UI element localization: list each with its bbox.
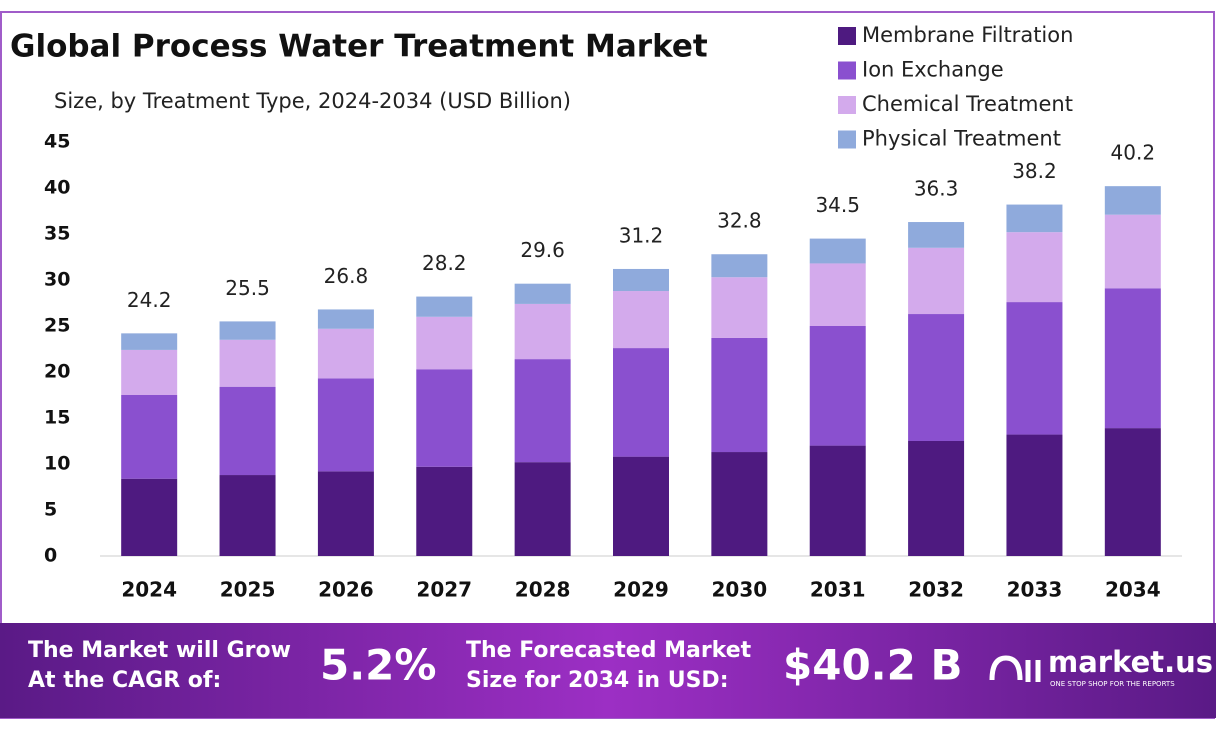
bar-segment (514, 303, 571, 360)
bar-segment (219, 321, 276, 340)
cagr-text: The Market will Grow At the CAGR of: (28, 638, 291, 693)
bar-segment (121, 349, 178, 395)
bar-segment (1104, 428, 1161, 556)
x-tick-label: 2033 (1007, 578, 1063, 602)
x-tick-label: 2030 (712, 578, 768, 602)
x-tick-label: 2031 (810, 578, 866, 602)
x-tick-label: 2028 (515, 578, 571, 602)
forecast-text: The Forecasted Market Size for 2034 in U… (466, 638, 752, 693)
bar-segment (711, 337, 768, 453)
chart-subtitle: Size, by Treatment Type, 2024-2034 (USD … (54, 89, 571, 113)
bar-segment (711, 452, 768, 556)
bar-segment (711, 277, 768, 338)
bar-segment (809, 263, 866, 326)
bar-segment (416, 369, 473, 467)
bar-segment (1006, 434, 1063, 556)
total-label: 38.2 (1012, 159, 1057, 183)
bar-segment (1104, 214, 1161, 289)
bar-segment (121, 395, 178, 479)
bar-segment (613, 268, 669, 292)
legend-swatch (838, 130, 856, 149)
bar-segment (908, 314, 965, 441)
total-label: 32.8 (717, 209, 762, 233)
bar-segment (1104, 288, 1161, 429)
bar-segment (416, 466, 473, 556)
bar-segment (809, 445, 866, 556)
bar-segment (908, 222, 965, 248)
y-tick-label: 0 (44, 545, 57, 567)
forecast-value: $40.2 B (783, 641, 962, 690)
x-tick-label: 2034 (1105, 578, 1161, 602)
brand-logo (989, 655, 1041, 682)
x-tick-label: 2025 (220, 578, 276, 602)
bar-segment (514, 283, 571, 304)
y-tick-label: 45 (44, 131, 70, 153)
chart-title: Global Process Water Treatment Market (10, 29, 708, 65)
brand: market.us (1048, 645, 1213, 679)
y-tick-label: 35 (44, 223, 70, 245)
x-tick-label: 2032 (908, 578, 964, 602)
legend-label: Ion Exchange (862, 58, 1004, 82)
bar-segment (613, 456, 669, 556)
bar-segment (219, 386, 276, 476)
legend-label: Chemical Treatment (862, 92, 1073, 116)
total-label: 25.5 (225, 276, 270, 300)
bar-segment (219, 475, 276, 556)
bar-segment (317, 471, 374, 556)
bar-segment (514, 462, 571, 556)
bar-segment (121, 333, 178, 350)
total-label: 31.2 (619, 223, 664, 247)
bar-segment (219, 339, 276, 387)
bar-segment (1006, 232, 1063, 303)
y-tick-label: 30 (44, 269, 70, 291)
y-tick-label: 10 (44, 453, 70, 475)
bar-segment (416, 316, 473, 370)
bar-segment (908, 247, 965, 315)
y-tick-label: 15 (44, 407, 70, 429)
y-tick-label: 20 (44, 361, 70, 383)
bar-segment (613, 348, 669, 457)
x-tick-label: 2027 (416, 578, 472, 602)
legend-swatch (838, 61, 856, 80)
x-tick-label: 2029 (613, 578, 669, 602)
bar-segment (317, 378, 374, 472)
bar-segment (416, 296, 473, 317)
total-label: 29.6 (520, 238, 565, 262)
total-label: 26.8 (324, 264, 369, 288)
total-label: 34.5 (815, 193, 860, 217)
footer-banner (0, 623, 1216, 718)
y-tick-label: 40 (44, 177, 70, 199)
bar-segment (317, 328, 374, 379)
bar-segment (613, 291, 669, 349)
total-label: 28.2 (422, 251, 467, 275)
bar-segment (317, 309, 374, 329)
y-tick-label: 5 (44, 499, 57, 521)
cagr-value: 5.2% (320, 641, 436, 690)
total-label: 36.3 (914, 177, 959, 201)
total-label: 40.2 (1111, 141, 1156, 165)
bar-segment (1104, 186, 1161, 215)
tagline: ONE STOP SHOP FOR THE REPORTS (1050, 680, 1175, 688)
bar-segment (809, 238, 866, 264)
bar-segment (1006, 302, 1063, 435)
bar-segment (121, 478, 178, 556)
x-tick-label: 2026 (318, 578, 374, 602)
bar-segment (809, 326, 866, 446)
bar-segment (514, 359, 571, 463)
x-tick-label: 2024 (121, 578, 177, 602)
bar-segment (908, 441, 965, 556)
y-tick-label: 25 (44, 315, 70, 337)
legend-label: Membrane Filtration (862, 23, 1073, 47)
legend-swatch (838, 27, 856, 45)
legend-swatch (838, 96, 856, 114)
bar-segment (711, 254, 768, 278)
bar-segment (1006, 204, 1063, 233)
legend-label: Physical Treatment (862, 127, 1061, 151)
total-label: 24.2 (127, 288, 172, 312)
